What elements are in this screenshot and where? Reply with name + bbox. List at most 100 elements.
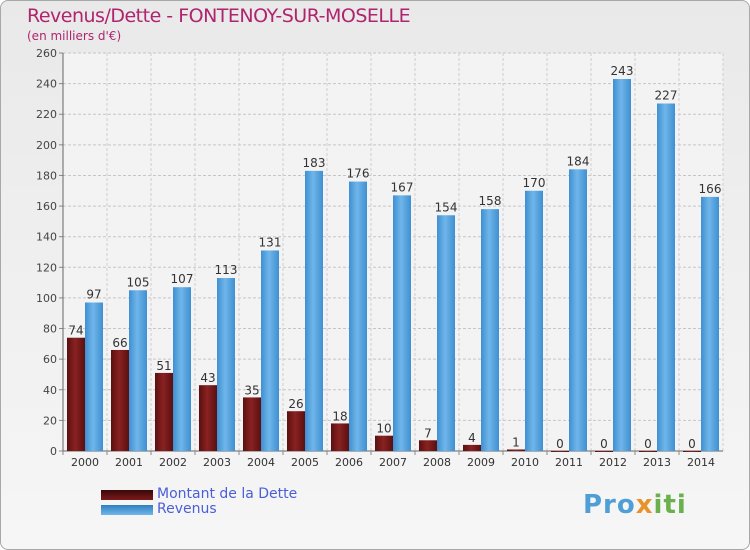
- y-tick-label: 200: [36, 139, 57, 152]
- bar-debt: [199, 385, 217, 451]
- x-tick-label: 2009: [467, 456, 495, 469]
- y-tick-label: 160: [36, 200, 57, 213]
- y-tick-label: 80: [43, 323, 57, 336]
- x-tick-label: 2008: [423, 456, 451, 469]
- data-label-debt: 1: [512, 435, 520, 449]
- x-tick-label: 2010: [511, 456, 539, 469]
- bar-revenue: [481, 209, 499, 451]
- x-tick-label: 2003: [203, 456, 231, 469]
- data-label-debt: 0: [644, 437, 652, 451]
- chart-title: Revenus/Dette - FONTENOY-SUR-MOSELLE: [27, 5, 411, 27]
- legend-swatch-debt: [101, 490, 153, 500]
- y-tick-label: 260: [36, 47, 57, 60]
- data-label-revenue: 184: [567, 154, 590, 168]
- legend-swatch-revenue: [101, 505, 153, 515]
- x-tick-label: 2011: [555, 456, 583, 469]
- data-label-revenue: 243: [611, 64, 634, 78]
- data-label-revenue: 166: [699, 182, 722, 196]
- bar-revenue: [173, 287, 191, 451]
- bar-revenue: [85, 302, 103, 451]
- bar-revenue: [305, 170, 323, 451]
- data-label-debt: 0: [556, 437, 564, 451]
- data-label-debt: 43: [200, 371, 215, 385]
- bar-debt: [551, 451, 569, 452]
- x-tick-label: 2005: [291, 456, 319, 469]
- y-tick-label: 100: [36, 292, 57, 305]
- chart-subtitle: (en milliers d'€): [27, 29, 122, 43]
- bar-debt: [155, 372, 173, 451]
- bar-revenue: [437, 215, 455, 451]
- y-tick-label: 40: [43, 384, 57, 397]
- y-tick-label: 60: [43, 353, 57, 366]
- bar-revenue: [657, 103, 675, 451]
- data-label-revenue: 167: [391, 180, 414, 194]
- y-tick-label: 120: [36, 261, 57, 274]
- y-tick-label: 240: [36, 78, 57, 91]
- data-label-revenue: 170: [523, 176, 546, 190]
- data-label-revenue: 113: [215, 263, 238, 277]
- data-label-revenue: 105: [127, 275, 150, 289]
- data-label-revenue: 176: [347, 167, 370, 181]
- y-tick-label: 0: [50, 445, 57, 458]
- bar-debt: [375, 435, 393, 451]
- bar-revenue: [569, 169, 587, 452]
- bar-revenue: [525, 190, 543, 451]
- data-label-debt: 4: [468, 431, 476, 445]
- bar-debt: [419, 440, 437, 451]
- x-tick-label: 2013: [643, 456, 671, 469]
- bar-debt: [243, 397, 261, 451]
- y-tick-label: 220: [36, 108, 57, 121]
- y-tick-label: 180: [36, 169, 57, 182]
- bar-revenue: [701, 196, 719, 451]
- x-tick-label: 2000: [71, 456, 99, 469]
- x-tick-label: 2006: [335, 456, 363, 469]
- x-tick-label: 2014: [687, 456, 715, 469]
- data-label-debt: 0: [688, 437, 696, 451]
- y-tick-label: 140: [36, 231, 57, 244]
- data-label-debt: 0: [600, 437, 608, 451]
- data-label-revenue: 131: [259, 235, 282, 249]
- data-label-debt: 26: [288, 397, 303, 411]
- bar-revenue: [349, 181, 367, 452]
- x-tick-label: 2007: [379, 456, 407, 469]
- x-tick-label: 2004: [247, 456, 275, 469]
- data-label-debt: 7: [424, 426, 432, 440]
- data-label-debt: 66: [112, 336, 127, 350]
- bar-debt: [287, 411, 305, 451]
- data-label-revenue: 154: [435, 200, 458, 214]
- bar-debt: [595, 451, 613, 452]
- bar-debt: [331, 423, 349, 451]
- data-label-revenue: 97: [86, 288, 101, 302]
- bar-revenue: [613, 79, 631, 452]
- data-label-revenue: 183: [303, 156, 326, 170]
- bar-debt: [683, 451, 701, 452]
- x-tick-label: 2001: [115, 456, 143, 469]
- data-label-revenue: 227: [655, 89, 678, 103]
- bar-debt: [67, 337, 85, 451]
- data-label-debt: 18: [332, 409, 347, 423]
- bar-debt: [111, 349, 129, 451]
- bar-revenue: [261, 250, 279, 451]
- logo-part-1: Pro: [583, 490, 636, 520]
- data-label-debt: 51: [156, 359, 171, 373]
- legend-label-debt: Montant de la Dette: [157, 486, 298, 502]
- logo-part-3: iti: [653, 490, 687, 520]
- proxiti-logo: Proxiti: [583, 490, 687, 520]
- data-label-revenue: 107: [171, 272, 194, 286]
- y-tick-label: 20: [43, 414, 57, 427]
- logo-part-2: x: [635, 490, 654, 520]
- bar-revenue: [393, 195, 411, 451]
- data-label-debt: 35: [244, 383, 259, 397]
- data-label-revenue: 158: [479, 194, 502, 208]
- data-label-debt: 74: [68, 324, 83, 338]
- x-tick-label: 2002: [159, 456, 187, 469]
- x-tick-label: 2012: [599, 456, 627, 469]
- bar-debt: [507, 449, 525, 451]
- bar-debt: [463, 444, 481, 451]
- bar-revenue: [129, 290, 147, 451]
- bar-debt: [639, 451, 657, 452]
- data-label-debt: 10: [376, 422, 391, 436]
- legend-label-revenue: Revenus: [157, 501, 217, 517]
